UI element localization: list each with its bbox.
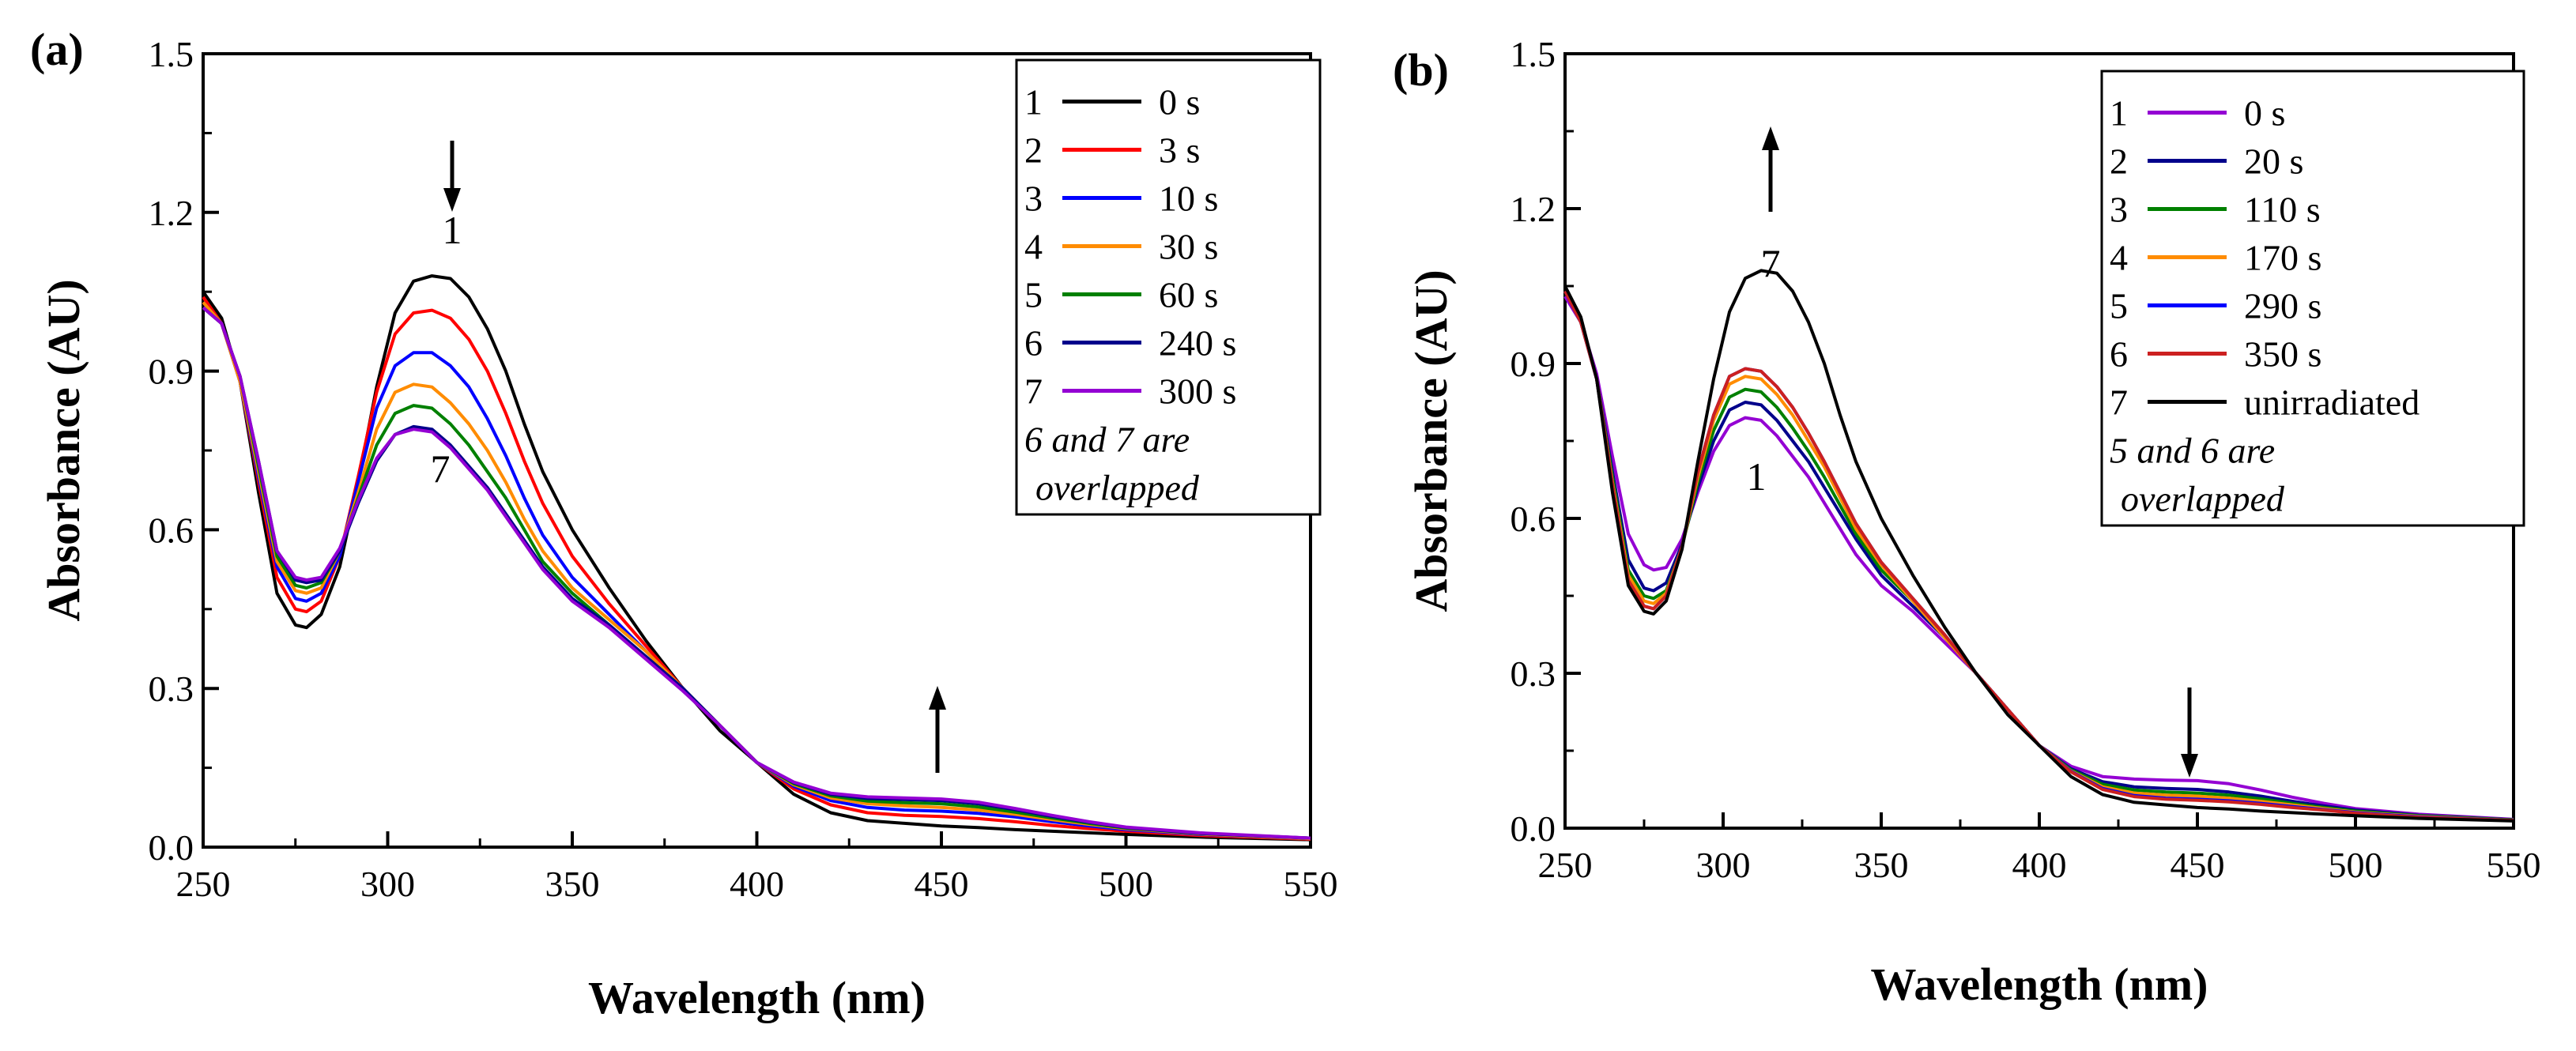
legend-id: 2 xyxy=(1024,130,1043,171)
chart-panel-2: 250 300 350 400 450 500 550 0.0 0.3 0.6 0.9 1.2 1.5 W… xyxy=(1393,34,2541,1010)
x-tick-label: 400 xyxy=(730,864,784,904)
arrow-450-head xyxy=(2181,754,2198,778)
y-tick-label: 1.2 xyxy=(149,193,194,233)
series-line-7 xyxy=(202,306,1311,840)
y-tick-label: 0.9 xyxy=(1511,344,1556,384)
arrow-450-head xyxy=(929,686,946,710)
series-line-4 xyxy=(202,301,1311,841)
legend-label: 110 s xyxy=(2244,190,2321,230)
curve-label-top: 7 xyxy=(1761,241,1781,285)
legend-label: 300 s xyxy=(1159,371,1236,412)
series-line-1 xyxy=(202,274,1311,842)
legend-label: 60 s xyxy=(1159,275,1218,315)
legend-label: 10 s xyxy=(1159,179,1218,219)
y-tick-label: 1.5 xyxy=(149,34,194,74)
curve-label-bottom: 1 xyxy=(1747,454,1767,499)
legend-id: 7 xyxy=(2110,382,2128,423)
panel-label: (b) xyxy=(1393,44,1449,96)
curve-label-top: 1 xyxy=(443,208,462,252)
legend-label: 350 s xyxy=(2244,334,2321,375)
x-axis-label: Wavelength (nm) xyxy=(588,972,926,1023)
legend-id: 1 xyxy=(1024,82,1043,122)
legend-id: 5 xyxy=(1024,275,1043,315)
x-tick-label: 450 xyxy=(2171,845,2225,885)
legend-note: 6 and 7 are xyxy=(1024,420,1190,460)
legend-note: 5 and 6 are xyxy=(2110,431,2275,471)
legend-label: 290 s xyxy=(2244,286,2321,326)
legend-id: 5 xyxy=(2110,286,2128,326)
series-line-1 xyxy=(1563,296,2514,821)
chart-panel-1: 250 300 350 400 450 500 550 0.0 0.3 0.6 0.9 1.2 1.5 W… xyxy=(30,24,1338,1023)
x-tick-label: 300 xyxy=(360,864,415,904)
legend-id: 1 xyxy=(2110,93,2128,134)
x-tick-label: 550 xyxy=(1284,864,1338,904)
y-tick-label: 0.6 xyxy=(1511,499,1556,539)
legend-id: 6 xyxy=(2110,334,2128,375)
legend-id: 2 xyxy=(2110,141,2128,182)
series-line-4 xyxy=(1563,290,2514,823)
legend-box xyxy=(2100,70,2525,527)
x-tick-label: 550 xyxy=(2487,845,2541,885)
x-axis-label: Wavelength (nm) xyxy=(1871,959,2208,1010)
legend-label: 3 s xyxy=(1159,130,1200,171)
y-tick-label: 0.0 xyxy=(1511,808,1556,849)
y-tick-label: 0.3 xyxy=(1511,654,1556,694)
y-tick-label: 0.6 xyxy=(149,510,194,550)
legend-id: 3 xyxy=(1024,179,1043,219)
legend-id: 6 xyxy=(1024,323,1043,364)
legend-label: unirradiated xyxy=(2244,382,2419,423)
legend-label: 240 s xyxy=(1159,323,1236,364)
y-tick-label: 0.9 xyxy=(149,352,194,392)
x-tick-label: 500 xyxy=(2329,845,2383,885)
y-tick-label: 0.0 xyxy=(149,827,194,868)
x-tick-label: 300 xyxy=(1696,845,1751,885)
y-tick-label: 1.5 xyxy=(1511,34,1556,74)
legend: 1 0 s 2 20 s 3 110 s 4 170 s 5 290 s 6 350 s 7 unirra… xyxy=(2100,70,2525,527)
legend-id: 3 xyxy=(2110,190,2128,230)
legend-id: 4 xyxy=(2110,238,2128,278)
x-tick-label: 350 xyxy=(545,864,600,904)
curve-label-bottom: 7 xyxy=(431,446,451,491)
y-axis-label: Absorbance (AU) xyxy=(38,279,89,621)
series-line-3 xyxy=(1563,290,2514,822)
y-tick-label: 1.2 xyxy=(1511,189,1556,229)
x-tick-label: 400 xyxy=(2012,845,2067,885)
series-line-7 xyxy=(1563,269,2514,823)
x-tick-label: 500 xyxy=(1099,864,1153,904)
legend-id: 7 xyxy=(1024,371,1043,412)
x-tick-label: 250 xyxy=(176,864,231,904)
legend-label: 170 s xyxy=(2244,238,2321,278)
series-line-3 xyxy=(202,301,1311,841)
x-tick-label: 350 xyxy=(1854,845,1909,885)
legend-note: overlapped xyxy=(2121,479,2285,519)
legend-box xyxy=(1015,58,1322,516)
legend-note: overlapped xyxy=(1035,468,1200,508)
panel-label: (a) xyxy=(30,24,84,75)
legend-label: 30 s xyxy=(1159,227,1218,267)
y-axis-label: Absorbance (AU) xyxy=(1405,269,1457,612)
legend-label: 0 s xyxy=(1159,82,1200,122)
x-tick-label: 250 xyxy=(1538,845,1593,885)
peak-arrow-head xyxy=(1762,126,1779,150)
series-line-2 xyxy=(202,296,1311,841)
x-tick-label: 450 xyxy=(915,864,969,904)
peak-arrow-head xyxy=(443,188,461,212)
y-tick-label: 0.3 xyxy=(149,669,194,709)
legend-label: 0 s xyxy=(2244,93,2285,134)
legend-label: 20 s xyxy=(2244,141,2303,182)
series-line-2 xyxy=(1563,290,2514,822)
series-line-5 xyxy=(202,306,1311,840)
legend-id: 4 xyxy=(1024,227,1043,267)
series-line-6 xyxy=(1563,290,2514,823)
